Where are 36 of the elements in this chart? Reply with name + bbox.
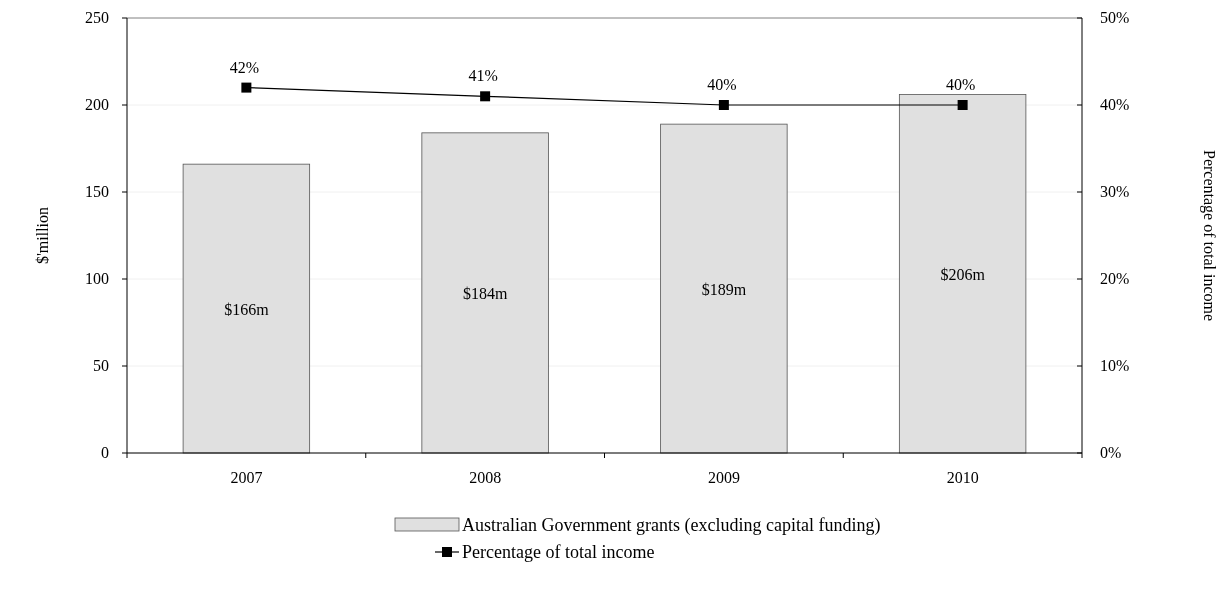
legend-label: Percentage of total income xyxy=(462,542,655,562)
legend-label: Australian Government grants (excluding capital funding) xyxy=(462,515,881,536)
point xyxy=(480,91,491,102)
y2-tick-label: 30% xyxy=(1100,183,1130,200)
y2-tick-label: 50% xyxy=(1100,9,1130,26)
y-tick-label: 200 xyxy=(85,96,109,113)
data-label: $184m xyxy=(462,284,508,302)
x-tick-label: 2007 xyxy=(230,469,263,486)
bar xyxy=(660,123,788,454)
x-tick-label: 2009 xyxy=(707,469,740,486)
y-tick-label: 250 xyxy=(85,9,109,26)
y-tick-label: 0 xyxy=(101,444,109,461)
bar xyxy=(421,132,549,454)
y-tick-label: 100 xyxy=(85,270,109,287)
data-label: $166m xyxy=(224,300,270,318)
y-tick-label: 50 xyxy=(93,357,109,374)
y2-tick-label: 40% xyxy=(1100,96,1130,113)
y2-axis-title: Percentage of total income xyxy=(1200,149,1218,322)
y2-tick-label: 10% xyxy=(1100,357,1130,374)
point xyxy=(718,100,729,110)
data-label: 41% xyxy=(468,67,498,85)
bar xyxy=(898,94,1027,454)
bar xyxy=(182,163,311,454)
x-tick-label: 2010 xyxy=(946,469,979,486)
data-label: $189m xyxy=(701,280,747,298)
y-axis-title: $'million xyxy=(34,206,51,265)
data-label: 40% xyxy=(945,76,976,93)
y-tick-label: 150 xyxy=(85,183,109,200)
point xyxy=(241,82,252,93)
data-label: $206m xyxy=(940,265,986,283)
y2-tick-label: 20% xyxy=(1100,270,1130,287)
data-label: 40% xyxy=(707,76,737,93)
data-label: 42% xyxy=(229,58,260,76)
point xyxy=(957,100,968,110)
x-tick-label: 2008 xyxy=(469,469,502,486)
y2-tick-label: 0% xyxy=(1100,444,1122,461)
